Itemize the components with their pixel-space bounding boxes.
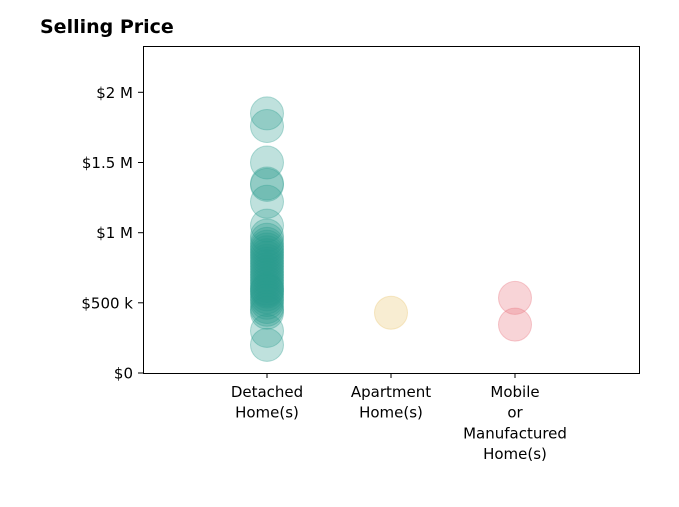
data-point: [250, 269, 284, 303]
data-point: [374, 295, 408, 330]
data-point: [250, 283, 284, 317]
x-tick-label-line: Home(s): [359, 404, 423, 422]
x-tick-label-line: Mobile: [490, 383, 539, 401]
data-point: [250, 145, 284, 180]
data-point: [250, 96, 284, 131]
x-tick-label: Mobile or Manufactured Home(s): [463, 383, 567, 463]
data-point: [250, 327, 284, 362]
data-point: [250, 238, 284, 273]
data-point: [250, 295, 284, 330]
data-point: [250, 240, 284, 275]
data-point: [498, 307, 532, 342]
x-tick-label: Detached Home(s): [231, 383, 303, 422]
data-point: [250, 285, 284, 320]
x-tick-label-line: or: [507, 404, 523, 422]
data-point: [498, 280, 532, 315]
x-tick-label-line: Manufactured: [463, 424, 567, 442]
data-point: [250, 292, 284, 327]
x-axis: Detached Home(s)Apartment Home(s)Mobile or M…: [231, 373, 567, 463]
data-point: [250, 255, 284, 289]
data-point: [250, 246, 284, 281]
data-point: [250, 271, 284, 306]
data-point: [250, 109, 284, 143]
x-tick-label: Apartment Home(s): [351, 383, 431, 422]
x-tick-label-line: Apartment: [351, 383, 431, 401]
chart-title: Selling Price: [40, 16, 174, 38]
data-point: [250, 313, 284, 348]
y-tick-label: $500 k: [81, 294, 133, 312]
data-point: [250, 184, 284, 219]
data-point: [250, 252, 284, 287]
points-layer: [250, 96, 532, 362]
x-tick-label-line: Detached: [231, 383, 303, 401]
x-tick-label-line: Home(s): [235, 404, 299, 422]
y-axis: $0 $500 k $1 M $1.5 M $2 M: [81, 84, 143, 383]
data-point: [250, 166, 284, 201]
data-point: [250, 226, 284, 261]
data-point: [250, 249, 284, 284]
data-point: [250, 208, 284, 243]
data-point: [250, 280, 284, 315]
data-point: [250, 273, 284, 308]
data-point: [250, 222, 284, 257]
y-tick-label: $0: [114, 365, 133, 383]
data-point: [250, 290, 284, 324]
data-point: [250, 167, 284, 202]
data-point: [250, 257, 284, 292]
data-point: [250, 218, 284, 253]
data-point: [250, 235, 284, 270]
y-tick-label: $1.5 M: [82, 154, 133, 172]
data-point: [250, 260, 284, 295]
data-point: [250, 277, 284, 312]
data-point: [250, 274, 284, 309]
x-tick-label-line: Home(s): [483, 445, 547, 463]
data-point: [250, 232, 284, 267]
y-tick-label: $2 M: [96, 84, 133, 102]
data-point: [250, 243, 284, 278]
data-point: [250, 266, 284, 301]
y-tick-label: $1 M: [96, 224, 133, 242]
data-point: [250, 263, 284, 298]
data-point: [250, 229, 284, 264]
